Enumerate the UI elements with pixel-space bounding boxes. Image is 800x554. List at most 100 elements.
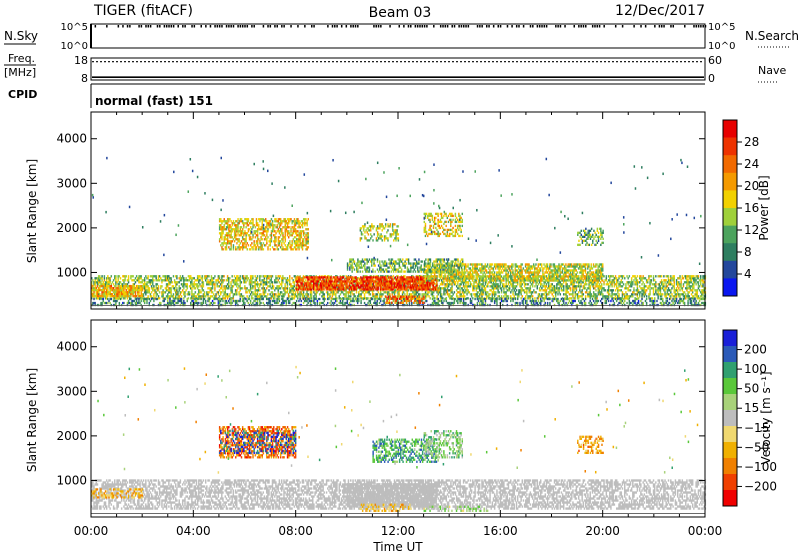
heatmap-cell xyxy=(650,281,652,284)
heatmap-cell xyxy=(591,297,594,301)
heatmap-cell xyxy=(104,281,107,284)
heatmap-cell xyxy=(306,284,308,287)
heatmap-cell xyxy=(169,299,171,303)
heatmap-cell xyxy=(143,281,146,284)
heatmap-cell xyxy=(242,279,245,282)
heatmap-cell xyxy=(252,297,254,300)
heatmap-cell xyxy=(569,293,572,296)
heatmap-cell xyxy=(396,275,398,278)
heatmap-cell xyxy=(641,295,643,298)
heatmap-cell xyxy=(406,293,408,296)
nsky-mark xyxy=(170,25,173,28)
heatmap-cell xyxy=(690,299,693,303)
heatmap-cell xyxy=(123,297,125,300)
heatmap-cell xyxy=(303,299,306,303)
heatmap-cell xyxy=(176,301,178,305)
heatmap-cell xyxy=(198,285,200,288)
heatmap-cell xyxy=(673,285,675,288)
heatmap-cell xyxy=(198,295,200,298)
heatmap-cell xyxy=(267,285,269,288)
heatmap-cell xyxy=(115,279,117,282)
heatmap-cell xyxy=(520,289,522,292)
heatmap-cell xyxy=(639,303,641,307)
cpid-label: CPID xyxy=(8,88,37,101)
heatmap-cell xyxy=(432,291,435,294)
heatmap-cell xyxy=(530,303,533,307)
heatmap-cell xyxy=(687,291,689,294)
heatmap-cell xyxy=(537,297,540,300)
heatmap-cell xyxy=(675,293,678,296)
heatmap-cell xyxy=(491,283,494,286)
heatmap-cell xyxy=(579,285,581,288)
heatmap-cell xyxy=(118,287,121,290)
heatmap-cell xyxy=(206,281,208,284)
heatmap-cell xyxy=(622,297,625,301)
heatmap-cell xyxy=(466,287,468,290)
heatmap-cell xyxy=(295,295,298,298)
heatmap-cell xyxy=(663,283,665,286)
heatmap-cell xyxy=(184,301,186,305)
heatmap-cell xyxy=(217,293,220,296)
heatmap-cell xyxy=(530,301,533,305)
heatmap-cell xyxy=(502,279,504,282)
heatmap-cell xyxy=(291,287,293,290)
heatmap-cell xyxy=(249,299,252,303)
nsky-mark xyxy=(598,25,601,28)
heatmap-cell xyxy=(355,288,357,291)
heatmap-cell xyxy=(196,275,199,278)
heatmap-cell xyxy=(393,277,396,280)
heatmap-cell xyxy=(204,299,207,303)
heatmap-cell xyxy=(447,289,450,292)
heatmap-cell xyxy=(99,297,101,301)
heatmap-cell xyxy=(153,293,155,296)
heatmap-cell xyxy=(184,293,186,296)
heatmap-cell xyxy=(630,279,633,282)
heatmap-cell xyxy=(481,297,483,301)
heatmap-cell xyxy=(234,293,237,296)
heatmap-cell xyxy=(110,297,113,301)
heatmap-cell xyxy=(624,297,626,300)
heatmap-cell xyxy=(247,297,250,301)
heatmap-cell xyxy=(254,303,256,307)
heatmap-cell xyxy=(695,293,697,296)
heatmap-cell xyxy=(309,293,312,296)
heatmap-cell xyxy=(516,301,519,305)
heatmap-cell xyxy=(482,283,484,286)
heatmap-cell xyxy=(299,293,301,296)
heatmap-cell xyxy=(204,301,207,305)
heatmap-cell xyxy=(143,287,146,290)
heatmap-cell xyxy=(200,301,202,305)
nsky-mark xyxy=(640,25,642,28)
heatmap-cell xyxy=(293,301,296,305)
heatmap-cell xyxy=(218,295,221,298)
heatmap-cell xyxy=(544,291,547,294)
nsky-mark xyxy=(515,25,518,28)
heatmap-cell xyxy=(666,291,669,294)
heatmap-cell xyxy=(492,283,495,286)
heatmap-cell xyxy=(305,279,307,282)
heatmap-cell xyxy=(254,291,256,294)
heatmap-cell xyxy=(300,303,302,307)
heatmap-cell xyxy=(628,303,631,307)
nsky-mark xyxy=(182,25,184,28)
heatmap-cell xyxy=(214,289,216,292)
heatmap-cell xyxy=(620,281,623,284)
heatmap-cell xyxy=(175,289,177,292)
heatmap-cell xyxy=(617,289,619,292)
heatmap-cell xyxy=(512,297,514,301)
heatmap-cell xyxy=(535,291,537,294)
heatmap-cell xyxy=(262,301,264,305)
heatmap-cell xyxy=(282,293,284,296)
nsearch-label: N.Search xyxy=(745,29,799,43)
heatmap-cell xyxy=(688,295,690,298)
nsky-mark xyxy=(129,25,131,28)
heatmap-cell xyxy=(698,285,701,288)
heatmap-cell xyxy=(296,276,299,279)
heatmap-cell xyxy=(255,283,258,286)
heatmap-cell xyxy=(635,279,637,282)
heatmap-cell xyxy=(282,303,284,307)
heatmap-cell xyxy=(340,301,343,305)
heatmap-cell xyxy=(489,303,491,307)
heatmap-cell xyxy=(603,289,605,292)
heatmap-cell xyxy=(320,284,323,287)
